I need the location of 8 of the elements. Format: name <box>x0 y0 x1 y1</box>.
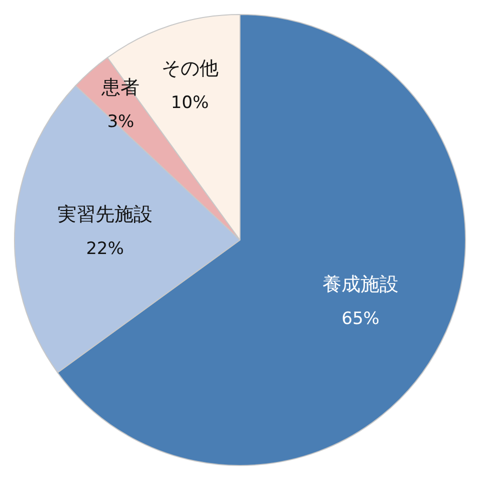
data-label: 10% <box>170 93 209 114</box>
data-label: 22% <box>86 238 124 259</box>
slice-label: 実習先施設 <box>57 203 152 226</box>
slice-label: 患者 <box>100 76 140 99</box>
slice-label: 養成施設 <box>322 273 399 296</box>
data-label: 65% <box>342 308 380 329</box>
data-label: 3% <box>107 112 134 132</box>
slice-label: その他 <box>161 58 218 80</box>
